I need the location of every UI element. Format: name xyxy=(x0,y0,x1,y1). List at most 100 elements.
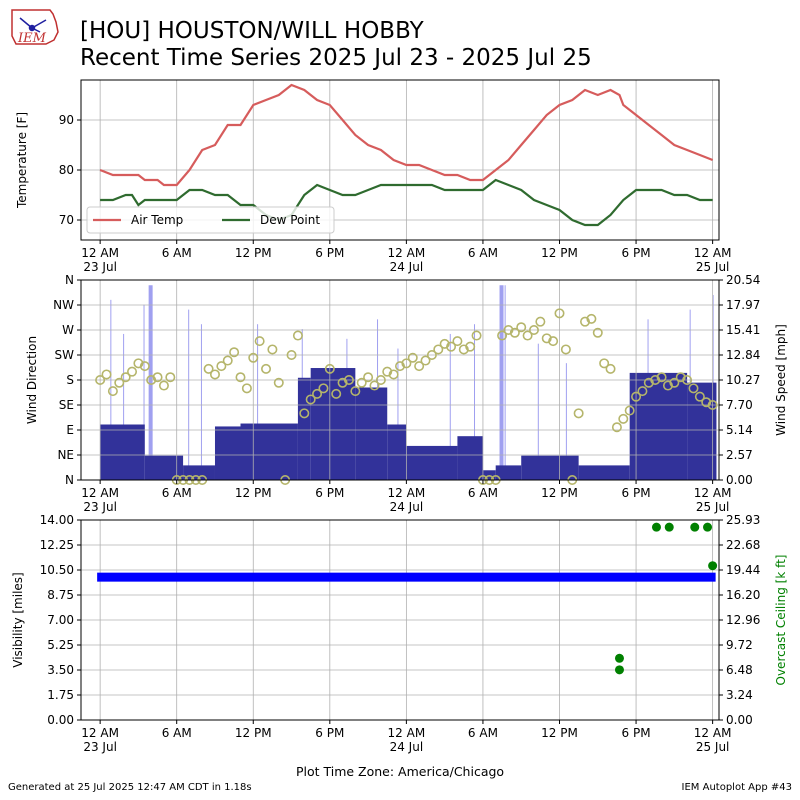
wind-direction-point-38 xyxy=(337,377,348,388)
wind-direction-point-79 xyxy=(599,358,610,369)
wind-direction-point-85 xyxy=(637,386,648,397)
wind-speed-bar-7 xyxy=(355,387,388,480)
wind-direction-point-26 xyxy=(261,363,272,374)
wind-direction-point-28 xyxy=(273,377,284,388)
wind-speed-bar-16 xyxy=(687,382,717,480)
wind-direction-point-17 xyxy=(203,363,214,374)
wind-gust-bar-3 xyxy=(148,285,153,480)
vis-ytick-label-2: 3.50 xyxy=(47,663,74,677)
wind-direction-point-34 xyxy=(312,388,323,399)
wind-xtick-sublabel-0: 23 Jul xyxy=(83,500,117,514)
wind-ytick-label-8: N xyxy=(65,273,74,287)
wind-direction-point-66 xyxy=(516,322,527,333)
wind-ytick-label-4: S xyxy=(66,373,74,387)
wind-direction-point-11 xyxy=(165,372,176,383)
wind-speed-bar-8 xyxy=(387,424,407,480)
wind-direction-point-90 xyxy=(669,377,680,388)
temp-legend: Air Temp Dew Point xyxy=(86,206,335,234)
wind-direction-point-40 xyxy=(350,386,361,397)
temp-legend-label-0: Air Temp xyxy=(131,213,183,227)
vis-xtick-label-4: 12 AM xyxy=(388,726,426,740)
wind-direction-point-1 xyxy=(101,369,112,380)
wind-direction-point-41 xyxy=(356,377,367,388)
wind-direction-point-6 xyxy=(133,358,144,369)
wind-speed-bar-6 xyxy=(310,368,356,480)
wind-direction-point-0 xyxy=(95,374,106,385)
vis-xtick-label-7: 6 PM xyxy=(622,726,651,740)
vis-xtick-label-2: 12 PM xyxy=(235,726,272,740)
chart-subtitle: Recent Time Series 2025 Jul 23 - 2025 Ju… xyxy=(80,45,592,71)
wind-direction-point-93 xyxy=(688,383,699,394)
vis-y2tick-label-3: 9.72 xyxy=(726,638,753,652)
wind-xtick-label-1: 6 AM xyxy=(162,486,192,500)
wind-y2label: Wind Speed [mph] xyxy=(774,324,788,436)
wind-speed-bar-12 xyxy=(495,465,522,480)
temp-ytick-label-2: 90 xyxy=(59,113,74,127)
wind-direction-point-86 xyxy=(643,377,654,388)
wind-gust-bar-6 xyxy=(257,324,259,480)
vis-y2tick-label-8: 25.93 xyxy=(726,513,760,527)
wind-direction-point-9 xyxy=(152,372,163,383)
temp-xtick-label-4: 12 AM xyxy=(388,246,426,260)
wind-direction-point-50 xyxy=(414,361,425,372)
vis-y2tick-label-1: 3.24 xyxy=(726,688,753,702)
temp-legend-box xyxy=(86,206,335,234)
wind-direction-point-5 xyxy=(127,366,138,377)
wind-direction-point-7 xyxy=(139,361,150,372)
wind-direction-point-84 xyxy=(631,391,642,402)
wind-direction-point-48 xyxy=(401,358,412,369)
wind-direction-point-78 xyxy=(592,327,603,338)
wind-direction-point-42 xyxy=(363,372,374,383)
temp-xtick-label-7: 6 PM xyxy=(622,246,651,260)
wind-direction-point-31 xyxy=(292,330,303,341)
wind-ytick-label-6: W xyxy=(62,323,74,337)
vis-xtick-label-6: 12 PM xyxy=(541,726,578,740)
vis-xtick-sublabel-0: 23 Jul xyxy=(83,740,117,754)
vis-ytick-label-3: 5.25 xyxy=(47,638,74,652)
ceiling-point-0 xyxy=(614,653,624,663)
temp-xtick-label-6: 12 PM xyxy=(541,246,578,260)
temp-ytick-label-0: 70 xyxy=(59,213,74,227)
wind-frame xyxy=(80,279,720,481)
wind-gust-bar-13 xyxy=(499,285,504,480)
temp-xtick-label-5: 6 AM xyxy=(468,246,498,260)
vis-xtick-label-5: 6 AM xyxy=(468,726,498,740)
wind-direction-point-82 xyxy=(618,413,629,424)
wind-gust-bar-11 xyxy=(449,333,451,480)
wind-direction-point-72 xyxy=(554,308,565,319)
wind-direction-point-57 xyxy=(458,344,469,355)
temp-xtick-sublabel-8: 25 Jul xyxy=(696,260,730,274)
wind-direction-point-51 xyxy=(420,355,431,366)
wind-direction-point-53 xyxy=(433,344,444,355)
wind-gust-bar-10 xyxy=(397,348,399,480)
wind-direction-point-22 xyxy=(235,372,246,383)
wind-ytick-label-2: E xyxy=(66,423,74,437)
wind-direction-point-36 xyxy=(324,363,335,374)
wind-direction-point-80 xyxy=(605,363,616,374)
wind-xtick-label-3: 6 PM xyxy=(315,486,344,500)
wind-direction-point-95 xyxy=(701,397,712,408)
wind-direction-point-69 xyxy=(535,316,546,327)
wind-direction-point-4 xyxy=(120,372,131,383)
wind-direction-point-8 xyxy=(146,374,157,385)
wind-gust-bar-4 xyxy=(188,309,190,480)
wind-direction-point-58 xyxy=(465,341,476,352)
wind-speed-bar-5 xyxy=(297,377,311,480)
vis-ytick-label-1: 1.75 xyxy=(47,688,74,702)
wind-direction-point-81 xyxy=(611,422,622,433)
temp-frame xyxy=(80,79,720,241)
vis-ytick-label-6: 10.50 xyxy=(40,563,74,577)
wind-direction-point-21 xyxy=(229,347,240,358)
wind-direction-point-35 xyxy=(318,383,329,394)
wind-direction-point-94 xyxy=(694,391,705,402)
wind-ytick-label-7: NW xyxy=(53,298,74,312)
wind-direction-point-55 xyxy=(446,341,457,352)
wind-direction-point-24 xyxy=(248,352,259,363)
wind-direction-point-67 xyxy=(522,330,533,341)
wind-xtick-sublabel-8: 25 Jul xyxy=(696,500,730,514)
wind-xtick-label-4: 12 AM xyxy=(388,486,426,500)
wind-xtick-label-7: 6 PM xyxy=(622,486,651,500)
logo-text: IEM xyxy=(17,31,47,46)
temp-xtick-label-2: 12 PM xyxy=(235,246,272,260)
